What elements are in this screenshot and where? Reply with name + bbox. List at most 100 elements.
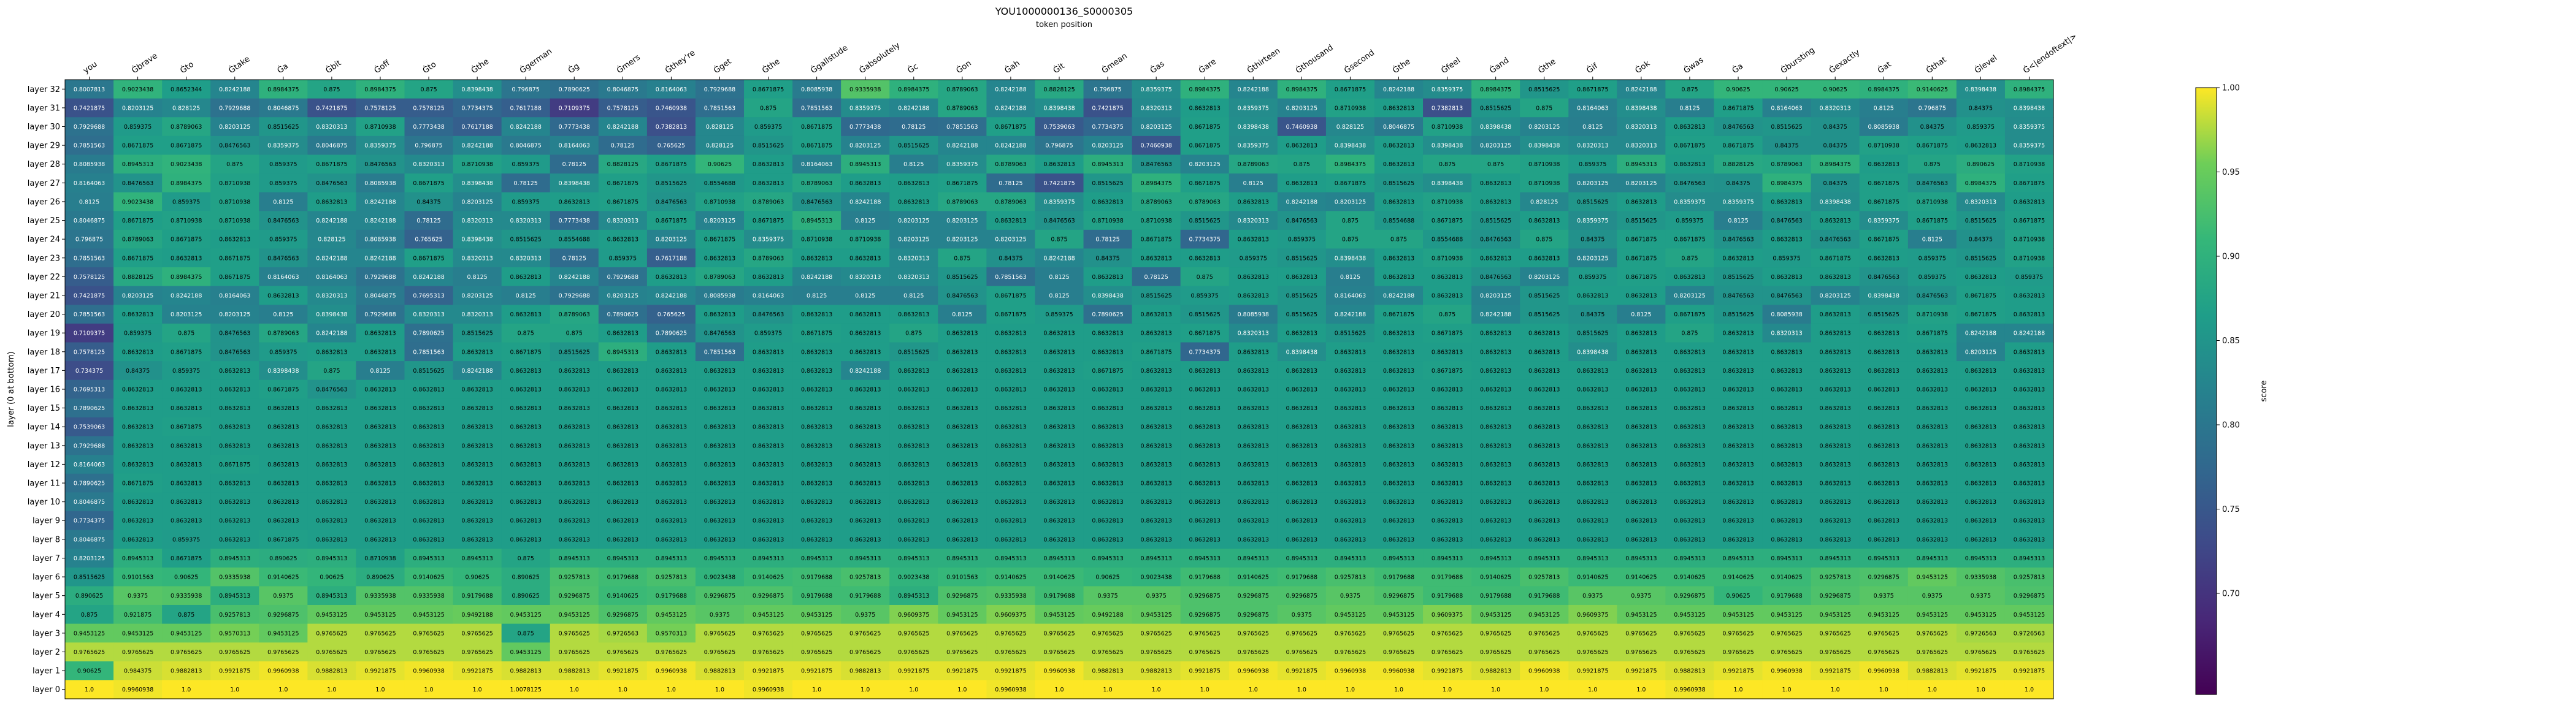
heatmap-cell bbox=[1423, 305, 1472, 324]
cell-value-label: 0.8632813 bbox=[1722, 405, 1754, 412]
cell-value-label: 0.8632813 bbox=[898, 424, 929, 431]
heatmap-cell bbox=[1132, 604, 1181, 625]
heatmap-cell bbox=[1859, 379, 1909, 399]
heatmap-cell bbox=[1132, 135, 1181, 156]
heatmap-cell bbox=[1229, 379, 1278, 399]
cell-value-label: 0.8671875 bbox=[1432, 218, 1463, 224]
cell-value-label: 0.90625 bbox=[1726, 86, 1750, 93]
cell-value-label: 0.8632813 bbox=[1043, 330, 1075, 337]
heatmap-cell bbox=[938, 492, 987, 512]
cell-value-label: 0.9609375 bbox=[898, 612, 929, 619]
heatmap-cell bbox=[889, 80, 938, 99]
cell-value-label: 0.8789063 bbox=[559, 311, 590, 318]
cell-value-label: 0.8945313 bbox=[413, 555, 444, 562]
heatmap-cell bbox=[938, 98, 987, 118]
cell-value-label: 0.875 bbox=[1051, 237, 1067, 243]
heatmap-cell bbox=[1714, 323, 1763, 343]
cell-value-label: 0.9296875 bbox=[1238, 593, 1269, 600]
cell-value-label: 0.8125 bbox=[467, 274, 487, 281]
heatmap-cell bbox=[1520, 267, 1569, 287]
cell-value-label: 0.8632813 bbox=[849, 462, 881, 468]
cell-value-label: 0.8632813 bbox=[995, 218, 1026, 224]
cell-value-label: 0.8632813 bbox=[1383, 368, 1414, 375]
heatmap-cell bbox=[938, 398, 987, 418]
heatmap-cell bbox=[356, 248, 405, 268]
heatmap-cell bbox=[646, 417, 696, 437]
cell-value-label: 0.8085938 bbox=[704, 292, 735, 299]
heatmap-cell bbox=[113, 604, 163, 625]
heatmap-cell bbox=[1325, 492, 1375, 512]
cell-value-label: 0.8203125 bbox=[1965, 349, 1996, 356]
heatmap-cell bbox=[259, 173, 308, 193]
cell-value-label: 0.8632813 bbox=[1043, 387, 1075, 394]
heatmap-cell bbox=[501, 680, 551, 699]
heatmap-cell bbox=[598, 455, 648, 474]
heatmap-cell bbox=[1762, 211, 1812, 230]
y-tick-label: layer 23 bbox=[28, 254, 60, 263]
heatmap-cell bbox=[938, 379, 987, 399]
heatmap-cell bbox=[1132, 323, 1181, 343]
heatmap-cell bbox=[1520, 642, 1569, 662]
heatmap-cell bbox=[2004, 229, 2054, 249]
heatmap-cell bbox=[1132, 398, 1181, 418]
cell-value-label: 0.9921875 bbox=[946, 668, 978, 675]
heatmap-cell bbox=[162, 323, 211, 343]
cell-value-label: 0.875 bbox=[1197, 274, 1213, 281]
colorbar-tick-label: 0.85 bbox=[2222, 337, 2240, 346]
heatmap-cell bbox=[1907, 586, 1957, 606]
heatmap-cell bbox=[646, 623, 696, 643]
cell-value-label: 0.8671875 bbox=[1674, 311, 1705, 318]
cell-value-label: 0.8125 bbox=[1582, 124, 1603, 131]
heatmap-cell bbox=[1132, 379, 1181, 399]
cell-value-label: 0.9765625 bbox=[995, 630, 1026, 637]
heatmap-cell bbox=[1520, 211, 1569, 230]
heatmap-cell bbox=[1423, 492, 1472, 512]
heatmap-cell bbox=[453, 98, 502, 118]
cell-value-label: 0.7851563 bbox=[74, 311, 105, 318]
heatmap-cell bbox=[1617, 135, 1666, 156]
cell-value-label: 0.9375 bbox=[273, 593, 293, 600]
cell-value-label: 0.8632813 bbox=[413, 405, 444, 412]
cell-value-label: 0.8632813 bbox=[510, 481, 542, 487]
heatmap-cell bbox=[1665, 117, 1715, 137]
heatmap-cell bbox=[1956, 511, 2006, 531]
heatmap-cell bbox=[1520, 305, 1569, 324]
cell-value-label: 0.8632813 bbox=[1577, 462, 1608, 468]
cell-value-label: 0.9960938 bbox=[1383, 668, 1414, 675]
heatmap-cell bbox=[259, 417, 308, 437]
cell-value-label: 1.0 bbox=[1152, 687, 1161, 693]
cell-value-label: 0.8632813 bbox=[1868, 330, 1899, 337]
heatmap-cell bbox=[1132, 530, 1181, 549]
cell-value-label: 0.8242188 bbox=[461, 143, 493, 150]
heatmap-cell bbox=[1907, 492, 1957, 512]
heatmap-cell bbox=[113, 680, 163, 699]
cell-value-label: 0.8632813 bbox=[1965, 424, 1996, 431]
cell-value-label: 0.8632813 bbox=[1674, 405, 1705, 412]
cell-value-label: 0.8632813 bbox=[1480, 255, 1511, 262]
heatmap-cell bbox=[1229, 173, 1278, 193]
cell-value-label: 0.8632813 bbox=[656, 499, 687, 506]
heatmap-cell bbox=[841, 342, 890, 362]
heatmap-cell bbox=[1714, 604, 1763, 625]
cell-value-label: 0.8632813 bbox=[171, 499, 202, 506]
cell-value-label: 0.8632813 bbox=[1043, 481, 1075, 487]
cell-value-label: 0.78125 bbox=[1144, 274, 1168, 281]
cell-value-label: 0.8515625 bbox=[1383, 180, 1414, 187]
cell-value-label: 0.9882813 bbox=[510, 668, 542, 675]
heatmap-cell bbox=[550, 642, 599, 662]
heatmap-cell bbox=[1617, 473, 1666, 493]
cell-value-label: 1.0 bbox=[230, 687, 239, 693]
heatmap-cell bbox=[453, 398, 502, 418]
heatmap-cell bbox=[1617, 436, 1666, 455]
heatmap-cell bbox=[1277, 567, 1327, 587]
heatmap-cell bbox=[646, 211, 696, 230]
cell-value-label: 0.8632813 bbox=[1577, 292, 1608, 299]
cell-value-label: 0.8632813 bbox=[1722, 481, 1754, 487]
cell-value-label: 0.8671875 bbox=[171, 555, 202, 562]
heatmap-cell bbox=[113, 398, 163, 418]
heatmap-cell bbox=[307, 173, 357, 193]
cell-value-label: 0.9375 bbox=[1340, 593, 1360, 600]
cell-value-label: 0.9375 bbox=[1582, 593, 1603, 600]
heatmap-cell bbox=[65, 398, 114, 418]
cell-value-label: 0.8632813 bbox=[364, 536, 396, 543]
